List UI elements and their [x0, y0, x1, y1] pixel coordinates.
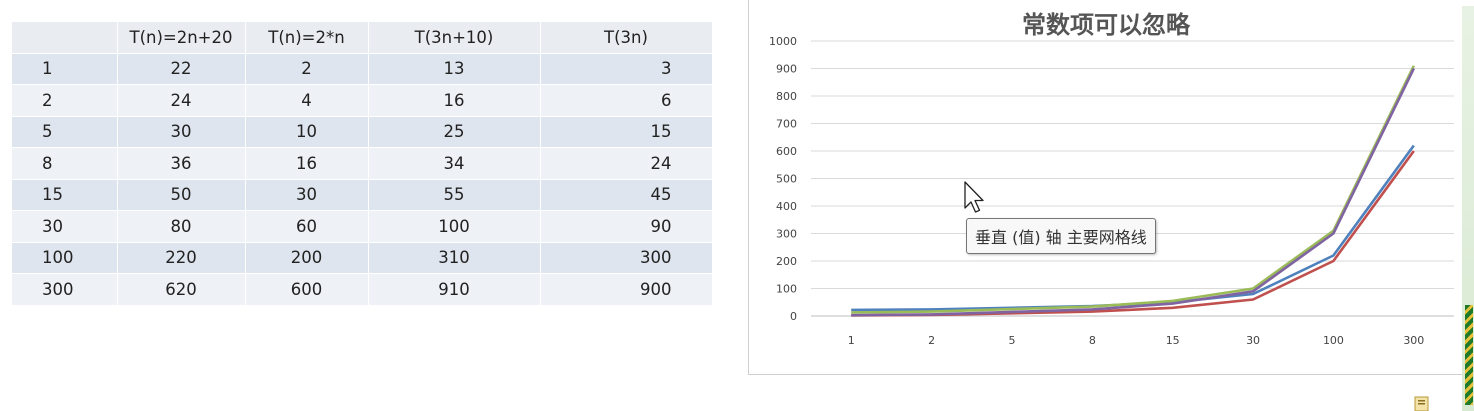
y-tick-label: 500 [776, 173, 797, 186]
table-cell: 10 [245, 116, 369, 148]
gridline-tooltip: 垂直 (值) 轴 主要网格线 [966, 218, 1156, 254]
table-cell: 1 [12, 53, 118, 85]
chart-plot-area[interactable]: 0 100 200 300 400 500 600 700 800 900 1000 1 2 5 8 15 3… [749, 0, 1463, 374]
y-tick-label: 200 [776, 255, 797, 268]
table-cell: 8 [12, 147, 118, 180]
arrow-cursor-icon [964, 181, 984, 213]
table-cell: 50 [117, 179, 246, 211]
file-icon [1414, 396, 1429, 411]
table-cell: 25 [368, 116, 541, 148]
table-cell: 900 [540, 273, 713, 306]
table-cell: 300 [12, 273, 118, 306]
table-cell: 80 [117, 210, 246, 243]
x-tick-label: 2 [928, 334, 935, 347]
y-tick-label: 100 [776, 283, 797, 296]
table-row: 300 620 600 910 900 [12, 273, 713, 306]
y-tick-label: 300 [776, 228, 797, 241]
y-tick-label: 700 [776, 118, 797, 131]
header-cell: T(n)=2n+20 [117, 22, 246, 54]
table-cell: 55 [368, 179, 541, 211]
y-tick-label: 900 [776, 63, 797, 76]
x-tick-label: 8 [1089, 334, 1096, 347]
header-cell: T(3n) [540, 22, 713, 54]
edge-decoration [1465, 305, 1473, 405]
table-cell: 200 [245, 242, 369, 274]
table-row: 30 80 60 100 90 [12, 210, 713, 243]
table-cell: 4 [245, 84, 369, 117]
x-tick-label: 1 [848, 334, 855, 347]
table-cell: 310 [368, 242, 541, 274]
series-line-4[interactable] [851, 67, 1415, 317]
table-cell: 90 [540, 210, 713, 243]
y-tick-label: 800 [776, 90, 797, 103]
y-axis-ticks: 0 100 200 300 400 500 600 700 800 900 1000 [769, 35, 797, 323]
y-tick-label: 600 [776, 145, 797, 158]
table-cell: 60 [245, 210, 369, 243]
header-cell: T(n)=2*n [245, 22, 369, 54]
table-cell: 15 [12, 179, 118, 211]
gridlines[interactable] [811, 40, 1454, 317]
table-cell: 100 [12, 242, 118, 274]
x-axis-ticks: 1 2 5 8 15 30 100 300 [848, 334, 1425, 347]
table-cell: 16 [368, 84, 541, 117]
table-cell: 6 [540, 84, 713, 117]
table-cell: 34 [368, 147, 541, 180]
y-tick-label: 0 [790, 310, 797, 323]
table-row: 15 50 30 55 45 [12, 179, 713, 211]
table-cell: 2 [12, 84, 118, 117]
line-chart[interactable]: 常数项可以忽略 0 100 200 300 400 500 600 700 800 900 1000… [748, 0, 1464, 375]
table-cell: 16 [245, 147, 369, 180]
table-cell: 2 [245, 53, 369, 85]
table-cell: 300 [540, 242, 713, 274]
y-tick-label: 400 [776, 200, 797, 213]
series-lines[interactable] [851, 65, 1415, 317]
table-cell: 220 [117, 242, 246, 274]
table-header-row: T(n)=2n+20 T(n)=2*n T(3n+10) T(3n) [12, 22, 713, 54]
data-table: T(n)=2n+20 T(n)=2*n T(3n+10) T(3n) 1 22 … [12, 22, 713, 306]
table-row: 1 22 2 13 3 [12, 53, 713, 85]
y-tick-label: 1000 [769, 35, 797, 48]
table-cell: 45 [540, 179, 713, 211]
table-cell: 30 [117, 116, 246, 148]
header-cell: T(3n+10) [368, 22, 541, 54]
table-cell: 3 [540, 53, 713, 85]
table-row: 100 220 200 310 300 [12, 242, 713, 274]
table-cell: 600 [245, 273, 369, 306]
x-tick-label: 30 [1246, 334, 1260, 347]
table-cell: 24 [117, 84, 246, 117]
series-line-3[interactable] [851, 65, 1415, 314]
table-cell: 100 [368, 210, 541, 243]
table-cell: 36 [117, 147, 246, 180]
x-tick-label: 300 [1403, 334, 1424, 347]
x-tick-label: 100 [1323, 334, 1344, 347]
table-cell: 24 [540, 147, 713, 180]
table-cell: 13 [368, 53, 541, 85]
table-row: 8 36 16 34 24 [12, 147, 713, 180]
header-cell [12, 22, 118, 54]
table-row: 2 24 4 16 6 [12, 84, 713, 117]
table-cell: 22 [117, 53, 246, 85]
x-tick-label: 5 [1008, 334, 1015, 347]
table-row: 5 30 10 25 15 [12, 116, 713, 148]
table-cell: 30 [12, 210, 118, 243]
table-cell: 620 [117, 273, 246, 306]
x-tick-label: 15 [1166, 334, 1180, 347]
table-cell: 15 [540, 116, 713, 148]
table-cell: 5 [12, 116, 118, 148]
table-cell: 30 [245, 179, 369, 211]
chart-title: 常数项可以忽略 [1022, 11, 1190, 39]
table-cell: 910 [368, 273, 541, 306]
